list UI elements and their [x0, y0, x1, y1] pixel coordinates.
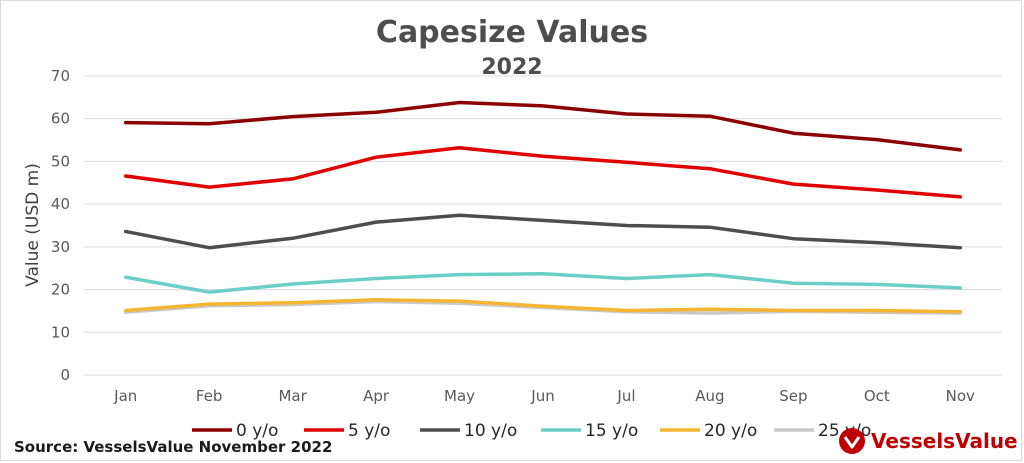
- x-tick-label: Jul: [616, 387, 635, 405]
- series-lines: [123, 100, 963, 315]
- brand-name: VesselsValue: [871, 429, 1018, 453]
- x-tick-label: Feb: [196, 387, 223, 405]
- x-tick-label: Mar: [278, 387, 307, 405]
- legend-label: 10 y/o: [464, 421, 517, 441]
- series-line: [123, 100, 963, 152]
- x-tick-label: Apr: [363, 387, 390, 405]
- series-line: [123, 272, 963, 294]
- y-axis-label: Value (USD m): [23, 163, 43, 287]
- legend-label: 15 y/o: [585, 421, 638, 441]
- x-tick-label: Nov: [946, 387, 975, 405]
- legend-label: 5 y/o: [348, 421, 390, 441]
- y-tick-label: 20: [51, 281, 70, 299]
- x-axis-ticks: Jan Feb Mar Apr May Jun Jul Aug Sep Oct Nov: [113, 387, 975, 405]
- y-tick-label: 50: [51, 152, 70, 170]
- legend-label: 20 y/o: [704, 421, 757, 441]
- legend: 0 y/o5 y/o10 y/o15 y/o20 y/o25 y/o: [192, 421, 871, 441]
- series-line: [123, 298, 963, 314]
- gridlines: [84, 75, 1002, 376]
- x-tick-label: Aug: [695, 387, 724, 405]
- series-line: [123, 213, 963, 250]
- legend-label: 0 y/o: [236, 421, 278, 441]
- y-tick-label: 70: [51, 67, 70, 85]
- source-note: Source: VesselsValue November 2022: [14, 438, 332, 456]
- x-tick-label: Jan: [113, 387, 137, 405]
- y-axis-ticks: 0 10 20 30 40 50 60 70: [51, 67, 70, 384]
- x-tick-label: Sep: [779, 387, 807, 405]
- chart-title: Capesize Values: [376, 15, 648, 50]
- y-tick-label: 0: [60, 366, 70, 384]
- series-line: [123, 146, 963, 199]
- brand-logo-icon: [839, 428, 865, 454]
- x-tick-label: Jun: [530, 387, 554, 405]
- brand-logo: VesselsValue: [839, 428, 1018, 454]
- x-tick-label: May: [444, 387, 475, 405]
- y-tick-label: 60: [51, 110, 70, 128]
- y-tick-label: 10: [51, 323, 70, 341]
- brand-logo-arrow: [843, 436, 861, 449]
- y-tick-label: 30: [51, 238, 70, 256]
- y-tick-label: 40: [51, 195, 70, 213]
- x-tick-label: Oct: [864, 387, 890, 405]
